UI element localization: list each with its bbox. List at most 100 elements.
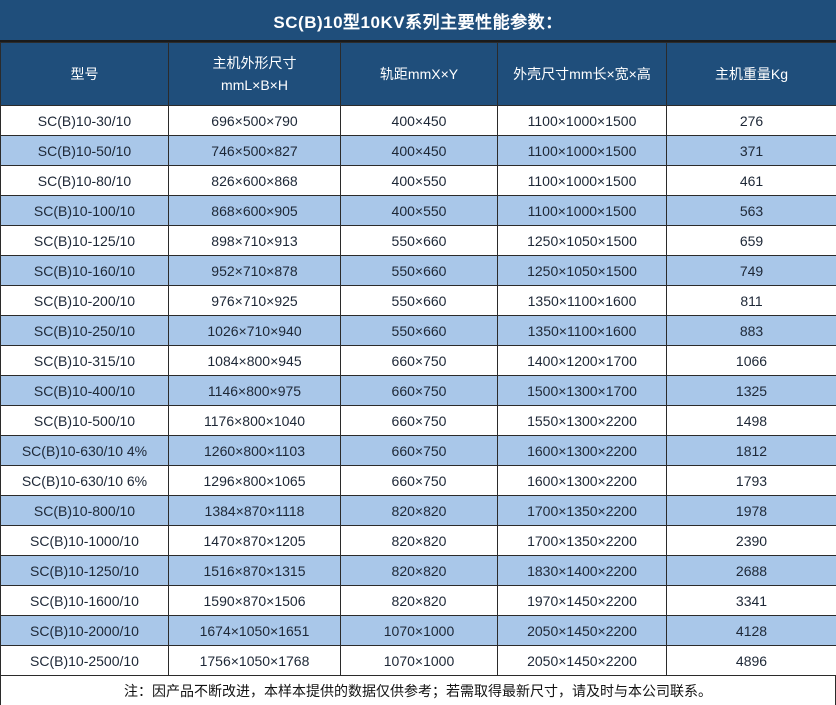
column-header-label: 外壳尺寸mm长×宽×高 <box>513 65 651 82</box>
table-row: SC(B)10-200/10 976×710×925 550×660 1350×110… <box>0 285 836 316</box>
value-cell: 811 <box>666 285 836 316</box>
value-cell: 400×550 <box>340 195 498 226</box>
value-cell: 4896 <box>666 645 836 676</box>
value-cell: 1550×1300×2200 <box>497 405 667 436</box>
value-cell: 1070×1000 <box>340 615 498 646</box>
header-row: 型号 主机外形尺寸 mmL×B×H 轨距mmX×Y 外壳尺寸mm长×宽×高 主机重量Kg <box>0 42 836 106</box>
value-cell: 1100×1000×1500 <box>497 195 667 226</box>
column-header-label: 主机外形尺寸 <box>212 54 297 71</box>
value-cell: 660×750 <box>340 465 498 496</box>
value-cell: 660×750 <box>340 405 498 436</box>
value-cell: 820×820 <box>340 495 498 526</box>
value-cell: 820×820 <box>340 525 498 556</box>
model-cell: SC(B)10-100/10 <box>0 195 169 226</box>
column-header-model: 型号 <box>0 42 169 106</box>
table-row: SC(B)10-400/10 1146×800×975 660×750 1500×13… <box>0 375 836 406</box>
column-header-main-dimensions: 主机外形尺寸 mmL×B×H <box>168 42 341 106</box>
value-cell: 1350×1100×1600 <box>497 315 667 346</box>
model-cell: SC(B)10-50/10 <box>0 135 169 166</box>
table-row: SC(B)10-500/10 1176×800×1040 660×750 1550×1… <box>0 405 836 436</box>
value-cell: 550×660 <box>340 225 498 256</box>
table-row: SC(B)10-630/10 6% 1296×800×1065 660×750 160… <box>0 465 836 496</box>
value-cell: 1250×1050×1500 <box>497 255 667 286</box>
value-cell: 1600×1300×2200 <box>497 435 667 466</box>
table-row: SC(B)10-1600/10 1590×870×1506 820×820 1970×… <box>0 585 836 616</box>
column-header-label: 主机重量Kg <box>714 65 789 82</box>
model-cell: SC(B)10-630/10 4% <box>0 435 169 466</box>
value-cell: 1176×800×1040 <box>168 405 341 436</box>
model-cell: SC(B)10-160/10 <box>0 255 169 286</box>
value-cell: 659 <box>666 225 836 256</box>
value-cell: 1325 <box>666 375 836 406</box>
value-cell: 1384×870×1118 <box>168 495 341 526</box>
value-cell: 371 <box>666 135 836 166</box>
value-cell: 1296×800×1065 <box>168 465 341 496</box>
value-cell: 1590×870×1506 <box>168 585 341 616</box>
model-cell: SC(B)10-500/10 <box>0 405 169 436</box>
value-cell: 1350×1100×1600 <box>497 285 667 316</box>
value-cell: 400×450 <box>340 105 498 136</box>
value-cell: 2050×1450×2200 <box>497 645 667 676</box>
value-cell: 826×600×868 <box>168 165 341 196</box>
value-cell: 746×500×827 <box>168 135 341 166</box>
value-cell: 1756×1050×1768 <box>168 645 341 676</box>
value-cell: 1100×1000×1500 <box>497 165 667 196</box>
value-cell: 400×550 <box>340 165 498 196</box>
value-cell: 563 <box>666 195 836 226</box>
table-row: SC(B)10-80/10 826×600×868 400×550 1100×1000… <box>0 165 836 196</box>
value-cell: 1500×1300×1700 <box>497 375 667 406</box>
value-cell: 1498 <box>666 405 836 436</box>
value-cell: 550×660 <box>340 255 498 286</box>
value-cell: 660×750 <box>340 435 498 466</box>
value-cell: 660×750 <box>340 375 498 406</box>
column-header-rail-gauge: 轨距mmX×Y <box>340 42 498 106</box>
value-cell: 749 <box>666 255 836 286</box>
value-cell: 868×600×905 <box>168 195 341 226</box>
value-cell: 1970×1450×2200 <box>497 585 667 616</box>
value-cell: 1830×1400×2200 <box>497 555 667 586</box>
value-cell: 1250×1050×1500 <box>497 225 667 256</box>
value-cell: 820×820 <box>340 555 498 586</box>
value-cell: 1400×1200×1700 <box>497 345 667 376</box>
table-row: SC(B)10-100/10 868×600×905 400×550 1100×100… <box>0 195 836 226</box>
column-header-label: 型号 <box>70 65 99 82</box>
value-cell: 1674×1050×1651 <box>168 615 341 646</box>
model-cell: SC(B)10-800/10 <box>0 495 169 526</box>
value-cell: 1100×1000×1500 <box>497 135 667 166</box>
table-row: SC(B)10-160/10 952×710×878 550×660 1250×105… <box>0 255 836 286</box>
model-cell: SC(B)10-80/10 <box>0 165 169 196</box>
value-cell: 1100×1000×1500 <box>497 105 667 136</box>
column-header-sublabel: mmL×B×H <box>221 77 288 93</box>
value-cell: 3341 <box>666 585 836 616</box>
value-cell: 461 <box>666 165 836 196</box>
value-cell: 1260×800×1103 <box>168 435 341 466</box>
model-cell: SC(B)10-2000/10 <box>0 615 169 646</box>
model-cell: SC(B)10-200/10 <box>0 285 169 316</box>
footer-note: 注：因产品不断改进，本样本提供的数据仅供参考；若需取得最新尺寸，请及时与本公司联… <box>0 676 836 705</box>
table-row: SC(B)10-2000/10 1674×1050×1651 1070×1000 20… <box>0 615 836 646</box>
model-cell: SC(B)10-400/10 <box>0 375 169 406</box>
table-row: SC(B)10-30/10 696×500×790 400×450 1100×1000… <box>0 105 836 136</box>
column-header-label: 轨距mmX×Y <box>379 65 459 82</box>
value-cell: 1600×1300×2200 <box>497 465 667 496</box>
table-row: SC(B)10-50/10 746×500×827 400×450 1100×1000… <box>0 135 836 166</box>
column-header-weight: 主机重量Kg <box>666 42 836 106</box>
value-cell: 1793 <box>666 465 836 496</box>
value-cell: 952×710×878 <box>168 255 341 286</box>
value-cell: 660×750 <box>340 345 498 376</box>
value-cell: 276 <box>666 105 836 136</box>
table-row: SC(B)10-1000/10 1470×870×1205 820×820 1700×… <box>0 525 836 556</box>
model-cell: SC(B)10-1000/10 <box>0 525 169 556</box>
model-cell: SC(B)10-2500/10 <box>0 645 169 676</box>
model-cell: SC(B)10-1250/10 <box>0 555 169 586</box>
value-cell: 2050×1450×2200 <box>497 615 667 646</box>
value-cell: 1084×800×945 <box>168 345 341 376</box>
model-cell: SC(B)10-1600/10 <box>0 585 169 616</box>
value-cell: 550×660 <box>340 285 498 316</box>
value-cell: 976×710×925 <box>168 285 341 316</box>
value-cell: 400×450 <box>340 135 498 166</box>
value-cell: 820×820 <box>340 585 498 616</box>
table-row: SC(B)10-2500/10 1756×1050×1768 1070×1000 20… <box>0 645 836 676</box>
value-cell: 1978 <box>666 495 836 526</box>
